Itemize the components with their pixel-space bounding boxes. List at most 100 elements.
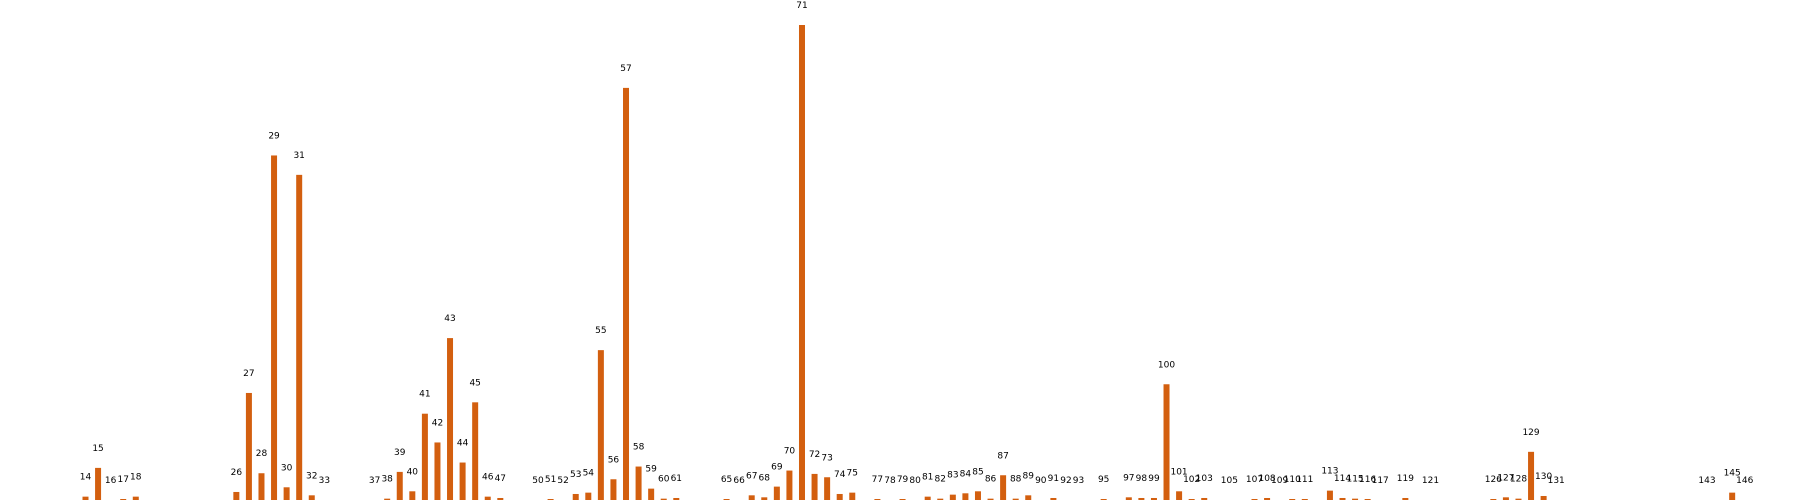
bar-label-71: 71	[796, 1, 807, 11]
bar-99	[1150, 497, 1157, 500]
bar-38	[384, 498, 391, 500]
bar-label-105: 105	[1221, 476, 1238, 486]
bar-label-95: 95	[1098, 475, 1109, 485]
bar-73	[824, 477, 831, 500]
bar-145	[1729, 492, 1736, 500]
bar-label-43: 43	[444, 314, 455, 324]
bar-label-56: 56	[608, 455, 620, 465]
bar-label-38: 38	[381, 475, 393, 485]
bar-103	[1201, 497, 1208, 500]
bar-label-28: 28	[256, 449, 268, 459]
bar-label-90: 90	[1035, 476, 1047, 486]
bar-label-129: 129	[1522, 428, 1539, 438]
bar-label-46: 46	[482, 473, 494, 483]
bar-72	[811, 473, 818, 500]
bar-98	[1138, 497, 1145, 500]
bar-label-32: 32	[306, 471, 317, 481]
bar-label-101: 101	[1170, 467, 1187, 477]
bar-label-51: 51	[545, 475, 556, 485]
bar-127	[1502, 497, 1509, 500]
bar-43	[447, 338, 454, 500]
bar-84	[962, 493, 969, 500]
bar-42	[434, 442, 441, 500]
bar-label-109: 109	[1271, 476, 1288, 486]
bar-101	[1176, 491, 1183, 500]
bar-label-72: 72	[809, 450, 820, 460]
bar-14	[82, 496, 89, 500]
bar-label-52: 52	[557, 476, 568, 486]
bar-label-41: 41	[419, 390, 430, 400]
bar-74	[836, 493, 843, 500]
bar-label-31: 31	[293, 151, 304, 161]
bar-83	[949, 494, 956, 500]
bar-label-102: 102	[1183, 475, 1200, 485]
bar-label-33: 33	[319, 476, 330, 486]
bar-label-55: 55	[595, 326, 606, 336]
bar-label-67: 67	[746, 471, 757, 481]
bar-label-53: 53	[570, 470, 581, 480]
bar-128	[1515, 498, 1522, 500]
bar-label-87: 87	[997, 451, 1008, 461]
bar-26	[233, 491, 240, 500]
bar-97	[1125, 497, 1132, 500]
bar-44	[459, 462, 466, 500]
bar-27	[245, 392, 252, 500]
bar-label-42: 42	[432, 418, 443, 428]
bar-label-68: 68	[759, 473, 771, 483]
bar-label-82: 82	[935, 475, 946, 485]
bar-115	[1352, 498, 1359, 500]
bar-label-143: 143	[1698, 476, 1715, 486]
bar-label-30: 30	[281, 463, 293, 473]
bar-55	[597, 350, 604, 500]
bar-28	[258, 473, 265, 500]
bar-label-15: 15	[92, 444, 103, 454]
bar-label-110: 110	[1284, 475, 1301, 485]
bar-label-127: 127	[1497, 473, 1514, 483]
bar-label-107: 107	[1246, 475, 1263, 485]
bar-30	[283, 487, 290, 500]
bar-label-45: 45	[469, 378, 480, 388]
bar-label-58: 58	[633, 443, 645, 453]
bar-label-65: 65	[721, 475, 732, 485]
bar-label-121: 121	[1422, 476, 1439, 486]
bar-100	[1163, 384, 1170, 500]
bar-75	[849, 492, 856, 500]
bar-46	[484, 496, 491, 500]
bar-label-73: 73	[821, 453, 832, 463]
bar-114	[1339, 497, 1346, 500]
bar-label-77: 77	[872, 475, 883, 485]
bar-18	[132, 496, 139, 500]
bar-label-91: 91	[1048, 474, 1059, 484]
bar-89	[1025, 495, 1032, 500]
bar-label-80: 80	[909, 476, 921, 486]
bar-label-37: 37	[369, 476, 380, 486]
bar-label-44: 44	[457, 439, 469, 449]
bar-119	[1402, 497, 1409, 500]
bar-29	[271, 155, 278, 500]
bar-label-145: 145	[1724, 469, 1741, 479]
bar-label-17: 17	[117, 475, 128, 485]
bar-label-88: 88	[1010, 475, 1022, 485]
bar-85	[974, 491, 981, 500]
bar-70	[786, 470, 793, 500]
bar-57	[623, 87, 630, 500]
bar-label-70: 70	[784, 447, 796, 457]
bar-label-99: 99	[1148, 474, 1160, 484]
bar-label-27: 27	[243, 369, 254, 379]
bar-label-16: 16	[105, 476, 117, 486]
bar-label-57: 57	[620, 64, 631, 74]
bar-label-78: 78	[884, 476, 896, 486]
bar-label-114: 114	[1334, 474, 1351, 484]
bar-label-93: 93	[1073, 476, 1084, 486]
bar-54	[585, 492, 592, 500]
bar-label-61: 61	[671, 474, 682, 484]
bar-label-40: 40	[407, 467, 419, 477]
bar-88	[1012, 498, 1019, 500]
bar-82	[937, 498, 944, 500]
bar-label-50: 50	[532, 476, 544, 486]
bar-label-131: 131	[1548, 476, 1565, 486]
bar-label-54: 54	[583, 469, 595, 479]
bar-label-84: 84	[960, 469, 972, 479]
bar-label-47: 47	[495, 474, 506, 484]
